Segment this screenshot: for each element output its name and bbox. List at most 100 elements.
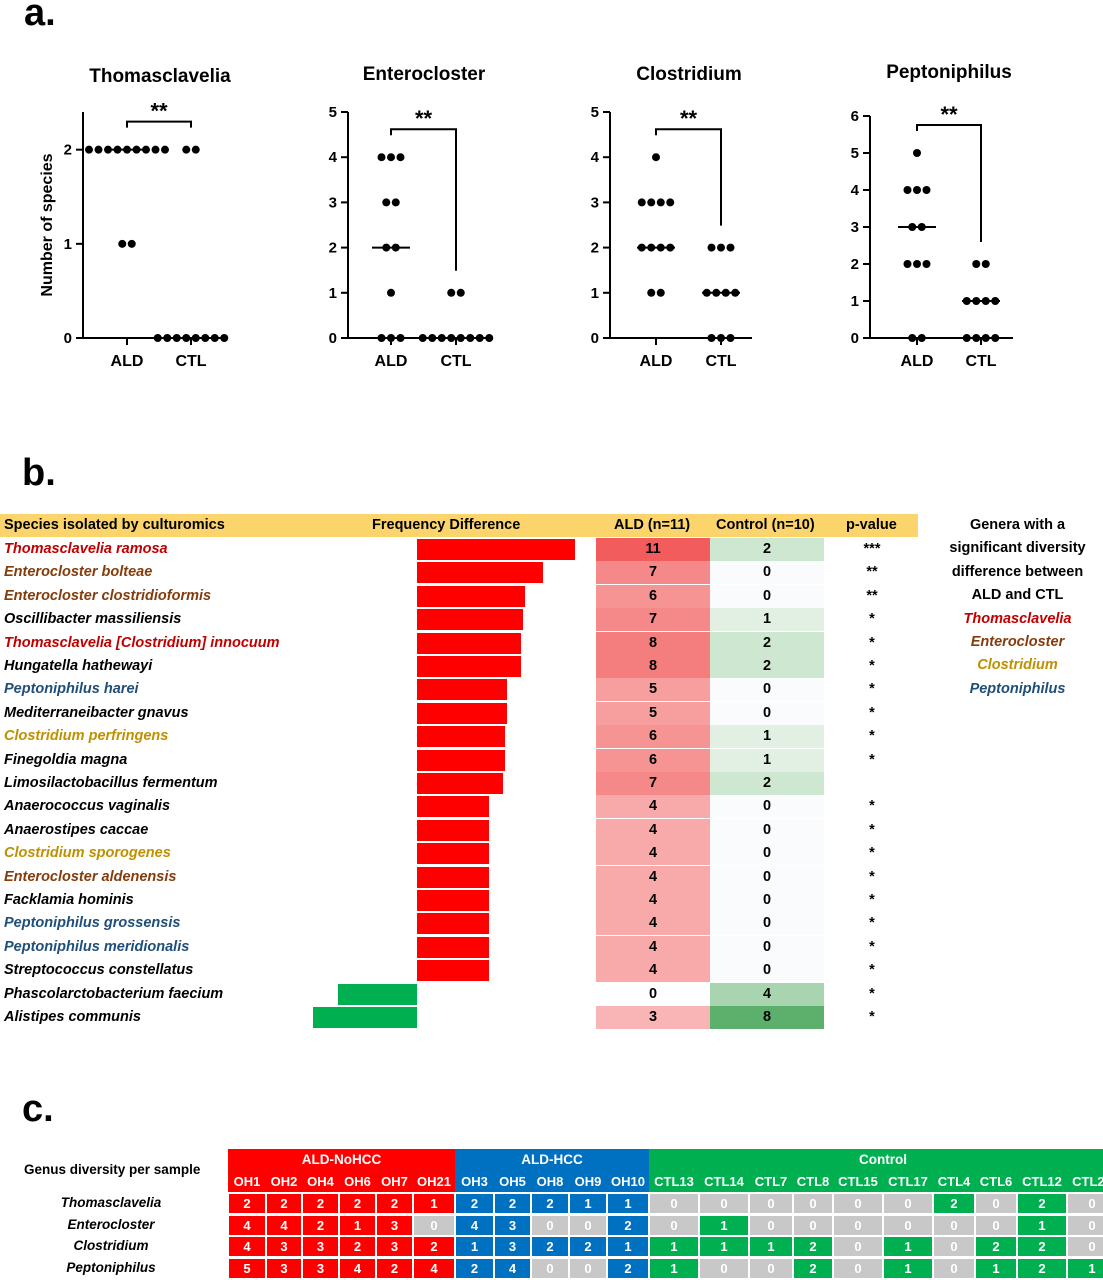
sample-header: CTL15 xyxy=(833,1171,883,1192)
heatmap-cell: 0 xyxy=(975,1193,1017,1214)
control-count-cell: 2 xyxy=(710,772,824,795)
ald-count-cell: 4 xyxy=(596,912,710,936)
control-count-cell: 1 xyxy=(710,608,824,632)
p-value-cell: * xyxy=(869,892,875,908)
control-count-cell: 0 xyxy=(710,935,824,959)
heatmap-cell: 2 xyxy=(933,1193,975,1214)
sample-header: CTL7 xyxy=(749,1171,793,1192)
heatmap-cell: 1 xyxy=(649,1236,699,1257)
table-row: Peptoniphilus grossensis 4 0 * xyxy=(0,912,920,936)
p-value-cell: * xyxy=(869,1009,875,1025)
table-row: Anaerococcus vaginalis 4 0 * xyxy=(0,795,920,819)
ald-count-cell: 4 xyxy=(596,959,710,983)
heatmap-cell: 0 xyxy=(833,1257,883,1279)
heatmap-cell: 0 xyxy=(793,1193,833,1214)
sample-header: CTL17 xyxy=(883,1171,933,1192)
heatmap-cell: 4 xyxy=(455,1214,494,1236)
heatmap-cell: 0 xyxy=(833,1236,883,1257)
table-row: Peptoniphilus meridionalis 4 0 * xyxy=(0,935,920,959)
data-point xyxy=(151,145,160,154)
sample-header: CTL21 xyxy=(1067,1171,1103,1192)
frequency-difference-bar xyxy=(337,983,417,1005)
sample-header: OH1 xyxy=(228,1171,266,1192)
ald-count-cell: 5 xyxy=(596,701,710,725)
data-point xyxy=(962,334,971,342)
data-point xyxy=(220,334,229,342)
data-point xyxy=(387,334,395,342)
data-point xyxy=(647,198,656,207)
p-value-cell: * xyxy=(869,658,875,674)
control-count-cell: 1 xyxy=(710,748,824,772)
data-point xyxy=(913,186,921,194)
header-frequency-difference: Frequency Difference xyxy=(372,517,521,533)
ald-count-cell: 8 xyxy=(596,655,710,678)
genus-legend: Genera with a significant diversity diff… xyxy=(930,514,1103,701)
heatmap-cell: 3 xyxy=(266,1236,302,1257)
table-row: Thomasclavelia [Clostridium] innocuum 8 2 * xyxy=(0,631,920,655)
heatmap-cell: 1 xyxy=(749,1236,793,1257)
data-point xyxy=(903,260,912,268)
species-name: Peptoniphilus meridionalis xyxy=(4,938,190,955)
control-count-cell: 2 xyxy=(710,538,824,561)
y-tick-label: 0 xyxy=(64,330,72,347)
sample-header: CTL12 xyxy=(1017,1171,1067,1192)
p-value-cell: * xyxy=(869,868,875,885)
genus-diversity-heatmap: Genus diversity per sample ALD-NoHCC OH1 O… xyxy=(0,1148,1103,1280)
control-count-cell: 0 xyxy=(710,701,824,725)
control-count-cell: 0 xyxy=(710,959,824,983)
control-count-cell: 0 xyxy=(710,818,824,842)
frequency-difference-bar xyxy=(417,843,489,865)
frequency-difference-bar xyxy=(417,562,543,584)
sample-header: OH9 xyxy=(569,1171,607,1192)
data-point xyxy=(161,145,169,154)
header-species: Species isolated by culturomics xyxy=(4,517,225,533)
heatmap-cell: 0 xyxy=(569,1214,607,1236)
heatmap-cell: 3 xyxy=(494,1214,531,1236)
control-count-cell: 1 xyxy=(710,725,824,749)
data-point xyxy=(922,186,931,194)
heatmap-cell: 0 xyxy=(531,1257,569,1279)
p-value-cell: * xyxy=(869,611,875,628)
sample-header: OH7 xyxy=(376,1171,413,1192)
table-row: Alistipes communis 3 8 * xyxy=(0,1006,920,1029)
p-value-cell: * xyxy=(869,634,875,651)
legend-genus-peptoniphilus: Peptoniphilus xyxy=(969,680,1066,697)
heatmap-cell: 0 xyxy=(933,1257,975,1279)
p-value-cell: * xyxy=(869,728,875,745)
data-point xyxy=(922,260,931,268)
data-point xyxy=(94,145,103,154)
sample-header: CTL8 xyxy=(793,1171,833,1192)
table-row: Hungatella hathewayi 8 2 * xyxy=(0,655,920,678)
y-tick-label: 3 xyxy=(591,194,599,211)
x-category-label: ALD xyxy=(640,353,673,370)
plot-title: Enterocloster xyxy=(363,64,486,85)
heatmap-title: Genus diversity per sample xyxy=(24,1162,201,1177)
data-point xyxy=(377,153,386,162)
p-value-cell: * xyxy=(869,915,875,932)
heatmap-cell: 1 xyxy=(975,1257,1017,1279)
frequency-difference-bar xyxy=(417,632,522,654)
table-row: Anaerostipes caccae 4 0 * xyxy=(0,818,920,842)
legend-genus-enterocloster: Enterocloster xyxy=(970,634,1065,651)
sample-header: OH8 xyxy=(531,1171,569,1192)
significance-bracket xyxy=(390,128,457,271)
plot-title: Peptoniphilus xyxy=(886,62,1012,83)
p-value-cell: * xyxy=(869,821,875,838)
heatmap-cell: 0 xyxy=(749,1257,793,1279)
y-tick-label: 1 xyxy=(64,236,72,253)
control-count-cell: 0 xyxy=(710,795,824,819)
data-point xyxy=(972,334,981,342)
heatmap-cell: 4 xyxy=(228,1214,266,1236)
x-category-label: ALD xyxy=(111,353,144,370)
heatmap-cell: 3 xyxy=(494,1236,531,1257)
heatmap-cell: 2 xyxy=(376,1257,413,1279)
frequency-difference-bar xyxy=(417,866,489,888)
heatmap-cell: 2 xyxy=(793,1257,833,1279)
frequency-difference-bar xyxy=(417,960,489,982)
data-point xyxy=(717,334,725,342)
species-name: Clostridium sporogenes xyxy=(4,845,171,862)
data-point xyxy=(85,145,93,154)
panel-label-c: c. xyxy=(22,1088,54,1130)
data-point xyxy=(163,334,172,342)
group-header: Control xyxy=(649,1149,1103,1171)
